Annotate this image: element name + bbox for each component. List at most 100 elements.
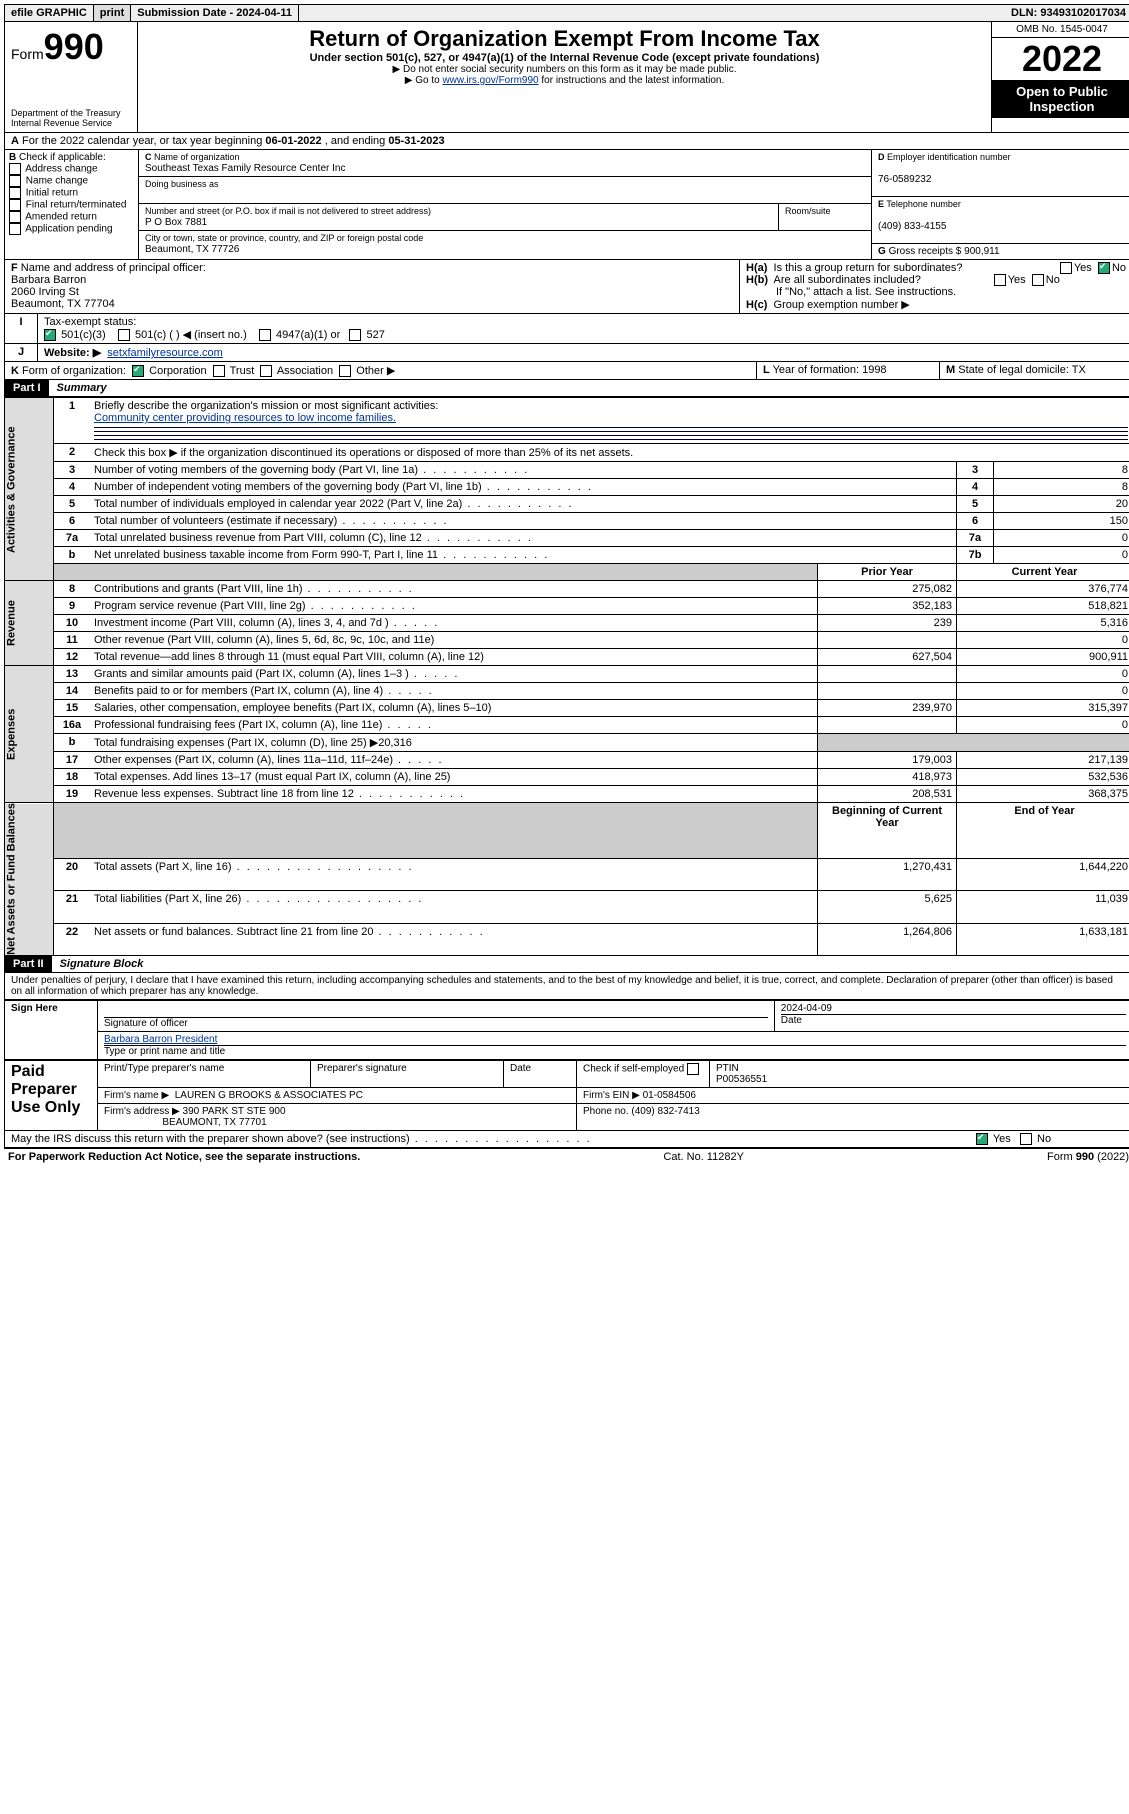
val-15c: 315,397	[957, 700, 1129, 717]
part2-header: Part IISignature Block	[4, 956, 1129, 973]
instr-link: Go to www.irs.gov/Form990 for instructio…	[142, 75, 987, 86]
website-link[interactable]: setxfamilyresource.com	[107, 347, 223, 359]
cb-other[interactable]	[339, 365, 351, 377]
cb-application[interactable]	[9, 223, 21, 235]
org-address: P O Box 7881	[145, 217, 207, 228]
cb-4947[interactable]	[259, 329, 271, 341]
officer-addr2: Beaumont, TX 77704	[11, 298, 115, 310]
irs-label: Internal Revenue Service	[11, 118, 131, 128]
cb-corp[interactable]	[132, 365, 144, 377]
org-city: Beaumont, TX 77726	[145, 244, 239, 255]
cb-hb-no[interactable]	[1032, 274, 1044, 286]
firm-phone: (409) 832-7413	[631, 1106, 699, 1117]
section-netassets: Net Assets or Fund Balances	[5, 803, 54, 956]
declaration: Under penalties of perjury, I declare th…	[4, 973, 1129, 1000]
val-13c: 0	[957, 666, 1129, 683]
val-21c: 11,039	[957, 891, 1129, 923]
cb-discuss-no[interactable]	[1020, 1133, 1032, 1145]
cb-discuss-yes[interactable]	[976, 1133, 988, 1145]
cb-assoc[interactable]	[260, 365, 272, 377]
val-6: 150	[994, 513, 1129, 530]
discuss-row: May the IRS discuss this return with the…	[4, 1131, 1129, 1148]
part1-header: Part ISummary	[4, 380, 1129, 397]
cb-initial-return[interactable]	[9, 187, 21, 199]
org-name: Southeast Texas Family Resource Center I…	[145, 163, 345, 174]
open-public-badge: Open to Public Inspection	[992, 80, 1129, 118]
val-14c: 0	[957, 683, 1129, 700]
telephone: (409) 833-4155	[878, 221, 946, 232]
val-22c: 1,633,181	[957, 923, 1129, 955]
cb-501c[interactable]	[118, 329, 130, 341]
submission-date: Submission Date - 2024-04-11	[131, 5, 299, 21]
val-20c: 1,644,220	[957, 858, 1129, 890]
firm-name: LAUREN G BROOKS & ASSOCIATES PC	[175, 1090, 363, 1101]
val-19p: 208,531	[818, 786, 957, 803]
cb-hb-yes[interactable]	[994, 274, 1006, 286]
val-11c: 0	[957, 632, 1129, 649]
line-j: J Website: ▶ setxfamilyresource.com	[4, 344, 1129, 362]
val-16ap	[818, 717, 957, 734]
firm-addr2: BEAUMONT, TX 77701	[162, 1117, 266, 1128]
line-a: A For the 2022 calendar year, or tax yea…	[4, 133, 1129, 150]
firm-ein: 01-0584506	[643, 1090, 696, 1101]
print-button[interactable]: print	[94, 5, 131, 21]
cb-self-employed[interactable]	[687, 1063, 699, 1075]
mission-text[interactable]: Community center providing resources to …	[94, 412, 396, 424]
tax-year: 2022	[992, 38, 1129, 80]
dln: DLN: 93493102017034	[1005, 5, 1129, 21]
form-subtitle: Under section 501(c), 527, or 4947(a)(1)…	[142, 52, 987, 64]
line-i: I Tax-exempt status: 501(c)(3) 501(c) ( …	[4, 314, 1129, 344]
cb-ha-no[interactable]	[1098, 262, 1110, 274]
year-formation: 1998	[862, 364, 886, 376]
val-5: 20	[994, 496, 1129, 513]
ptin: P00536551	[716, 1074, 767, 1085]
cb-ha-yes[interactable]	[1060, 262, 1072, 274]
section-revenue: Revenue	[5, 581, 54, 666]
form-header: Form990 Department of the Treasury Inter…	[4, 22, 1129, 133]
firm-addr1: 390 PARK ST STE 900	[183, 1106, 286, 1117]
irs-link[interactable]: www.irs.gov/Form990	[442, 75, 538, 86]
val-8p: 275,082	[818, 581, 957, 598]
val-9c: 518,821	[957, 598, 1129, 615]
cb-527[interactable]	[349, 329, 361, 341]
officer-sig-name[interactable]: Barbara Barron President	[104, 1034, 217, 1045]
officer-name: Barbara Barron	[11, 274, 86, 286]
val-4: 8	[994, 479, 1129, 496]
ein: 76-0589232	[878, 174, 931, 185]
form-title: Return of Organization Exempt From Incom…	[142, 26, 987, 52]
val-15p: 239,970	[818, 700, 957, 717]
cb-amended[interactable]	[9, 211, 21, 223]
val-10p: 239	[818, 615, 957, 632]
paid-preparer-block: Paid Preparer Use Only Print/Type prepar…	[4, 1060, 1129, 1131]
val-3: 8	[994, 462, 1129, 479]
val-20p: 1,270,431	[818, 858, 957, 890]
cb-address-change[interactable]	[9, 163, 21, 175]
val-21p: 5,625	[818, 891, 957, 923]
cb-501c3[interactable]	[44, 329, 56, 341]
box-b: B Check if applicable: Address change Na…	[5, 150, 139, 259]
domicile: TX	[1072, 364, 1086, 376]
fh-block: F Name and address of principal officer:…	[4, 260, 1129, 314]
val-18c: 532,536	[957, 769, 1129, 786]
val-8c: 376,774	[957, 581, 1129, 598]
section-expenses: Expenses	[5, 666, 54, 803]
line-klm: K Form of organization: Corporation Trus…	[4, 362, 1129, 380]
cb-trust[interactable]	[213, 365, 225, 377]
val-17c: 217,139	[957, 752, 1129, 769]
top-bar: efile GRAPHIC print Submission Date - 20…	[4, 4, 1129, 22]
instr-ssn: Do not enter social security numbers on …	[142, 64, 987, 75]
sig-date: 2024-04-09	[781, 1003, 1126, 1014]
val-9p: 352,183	[818, 598, 957, 615]
section-governance: Activities & Governance	[5, 398, 54, 581]
sign-here-block: Sign Here Signature of officer 2024-04-0…	[4, 1000, 1129, 1060]
info-block: B Check if applicable: Address change Na…	[4, 150, 1129, 260]
val-16ac: 0	[957, 717, 1129, 734]
val-17p: 179,003	[818, 752, 957, 769]
val-13p	[818, 666, 957, 683]
cb-name-change[interactable]	[9, 175, 21, 187]
officer-addr1: 2060 Irving St	[11, 286, 79, 298]
form-number: Form990	[11, 26, 131, 68]
summary-table: Activities & Governance 1 Briefly descri…	[4, 397, 1129, 956]
footer: For Paperwork Reduction Act Notice, see …	[4, 1148, 1129, 1165]
cb-final-return[interactable]	[9, 199, 21, 211]
